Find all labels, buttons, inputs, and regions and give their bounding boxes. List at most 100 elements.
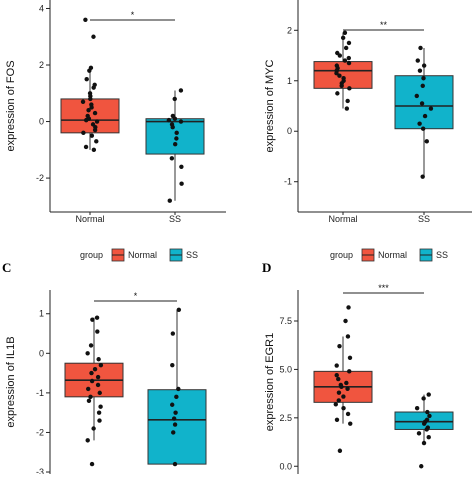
y-tick-label: 0 (39, 117, 44, 127)
legend-label: SS (436, 250, 448, 260)
data-point (95, 374, 101, 380)
data-point (341, 405, 346, 411)
data-point (96, 357, 101, 362)
data-point (344, 380, 349, 386)
data-point (172, 141, 178, 147)
panel-letter: D (262, 260, 271, 275)
data-point (339, 83, 344, 89)
data-point (172, 461, 178, 467)
y-tick-label: 2 (39, 60, 44, 70)
data-point (428, 106, 434, 111)
box-body (145, 118, 205, 155)
data-point (88, 394, 93, 400)
data-point (92, 110, 98, 116)
data-point (424, 427, 429, 432)
data-point (89, 461, 95, 467)
data-point (89, 370, 94, 376)
data-point (86, 386, 91, 392)
data-point (91, 85, 96, 90)
data-point (178, 88, 184, 93)
data-point (421, 76, 426, 81)
data-point (90, 317, 95, 322)
data-point (178, 119, 184, 124)
panel-1: -2 0 2 4 expression of FOS * Normal SS (5, 0, 226, 224)
data-point (427, 413, 432, 419)
legend-title: group (80, 250, 103, 260)
significance-label: ** (380, 20, 388, 30)
data-point (167, 198, 172, 203)
y-axis-title: expression of FOS (5, 60, 17, 151)
significance-label: * (131, 10, 135, 20)
panel-letter: C (2, 260, 11, 275)
box-ss (394, 392, 454, 469)
data-point (97, 418, 102, 423)
data-point (98, 362, 104, 368)
data-point (419, 101, 425, 106)
data-point (166, 117, 172, 123)
data-point (176, 307, 182, 312)
data-point (337, 448, 343, 453)
data-point (417, 68, 423, 73)
box-normal (313, 305, 373, 453)
data-point (342, 30, 348, 36)
data-point (172, 116, 178, 121)
data-point (94, 139, 99, 144)
data-point (98, 404, 103, 409)
y-tick-label: -1 (284, 177, 292, 187)
y-tick-label: 2.5 (279, 413, 292, 423)
legend-key-normal: Normal (361, 248, 407, 262)
data-point (417, 121, 422, 126)
data-point (86, 108, 91, 113)
data-point (170, 331, 176, 336)
data-point (83, 17, 88, 22)
data-point (174, 136, 179, 141)
data-point (94, 119, 100, 124)
y-tick-label: 0 (287, 126, 292, 136)
y-tick-label: 7.5 (279, 316, 292, 326)
data-point (170, 402, 175, 407)
data-point (341, 394, 346, 399)
x-tick-label: SS (418, 214, 430, 224)
data-point (426, 435, 431, 440)
legend-2: group Normal SS (330, 248, 448, 262)
legend-label: SS (186, 250, 198, 260)
data-point (334, 417, 340, 422)
panel-3: -3 -2 -1 0 1 expression of IL1B C * (2, 260, 207, 477)
data-point (418, 45, 423, 51)
data-point (425, 409, 430, 415)
data-point (335, 91, 340, 96)
y-tick-label: 4 (39, 3, 44, 13)
y-axis-title: expression of EGR1 (264, 333, 276, 431)
data-point (419, 464, 424, 469)
data-point (169, 156, 175, 161)
data-point (345, 386, 350, 391)
data-point (179, 164, 184, 169)
data-point (426, 392, 431, 397)
data-point (85, 351, 90, 356)
data-point (94, 315, 100, 320)
significance-label: * (134, 291, 138, 301)
data-point (342, 58, 348, 63)
x-tick-label: Normal (75, 214, 104, 224)
data-point (414, 405, 420, 411)
data-point (170, 362, 175, 368)
data-point (179, 181, 184, 186)
data-point (91, 426, 96, 431)
data-point (422, 113, 428, 119)
data-point (172, 96, 177, 102)
data-point (420, 174, 425, 179)
data-point (346, 60, 352, 66)
data-point (334, 363, 339, 368)
data-point (174, 394, 179, 400)
data-point (92, 127, 98, 133)
x-tick-label: SS (169, 214, 181, 224)
data-point (336, 390, 342, 395)
data-point (336, 376, 341, 382)
box-ss (147, 307, 207, 467)
panel-2: -1 0 1 2 expression of MYC ** Normal SS (264, 0, 472, 224)
y-tick-label: 1 (287, 76, 292, 86)
y-tick-label: -3 (36, 467, 44, 474)
data-point (171, 430, 176, 435)
